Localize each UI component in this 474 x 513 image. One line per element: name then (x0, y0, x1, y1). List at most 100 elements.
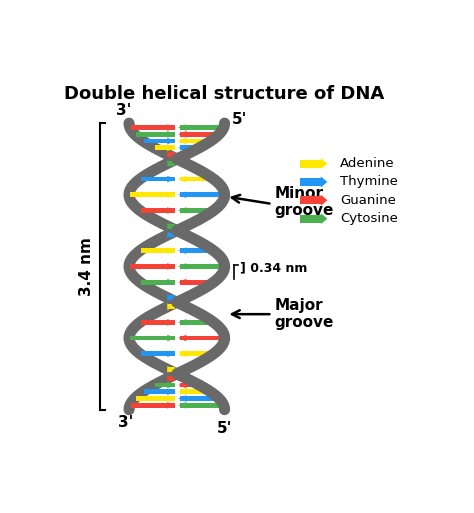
Bar (180, 264, 223, 269)
Bar (180, 161, 185, 166)
Polygon shape (167, 124, 175, 131)
Polygon shape (178, 176, 186, 183)
Polygon shape (178, 303, 186, 310)
Text: 3': 3' (116, 103, 131, 117)
Polygon shape (178, 395, 186, 402)
Polygon shape (167, 131, 175, 137)
Bar (131, 403, 174, 408)
Polygon shape (167, 176, 175, 183)
Polygon shape (167, 366, 175, 373)
Bar (155, 145, 174, 150)
Polygon shape (167, 279, 175, 285)
Polygon shape (178, 247, 186, 254)
Bar (180, 145, 198, 150)
Polygon shape (178, 388, 186, 395)
Bar (300, 178, 321, 186)
Bar (136, 396, 174, 401)
Bar (180, 403, 223, 408)
Bar (169, 376, 174, 381)
Text: ] 0.34 nm: ] 0.34 nm (240, 261, 308, 274)
Text: Minor
groove: Minor groove (274, 186, 334, 219)
Polygon shape (167, 319, 175, 326)
Polygon shape (178, 335, 186, 341)
Bar (180, 367, 185, 372)
Polygon shape (178, 223, 186, 229)
Bar (180, 351, 212, 356)
Text: Guanine: Guanine (340, 194, 396, 207)
Text: 3.4 nm: 3.4 nm (79, 237, 94, 296)
Text: Thymine: Thymine (340, 175, 398, 188)
Bar (141, 320, 174, 325)
Bar (130, 264, 174, 269)
Bar (180, 139, 210, 144)
Bar (180, 376, 185, 381)
Bar (180, 208, 212, 213)
Bar (141, 176, 174, 182)
Polygon shape (167, 207, 175, 214)
Polygon shape (321, 176, 328, 187)
Polygon shape (178, 319, 186, 326)
Polygon shape (178, 138, 186, 144)
Bar (180, 176, 212, 182)
Bar (180, 152, 185, 157)
Polygon shape (167, 382, 175, 388)
Text: 3': 3' (118, 415, 133, 430)
Polygon shape (178, 124, 186, 131)
Bar (180, 383, 198, 387)
Polygon shape (178, 207, 186, 214)
Bar (155, 383, 174, 387)
Text: Major
groove: Major groove (274, 298, 334, 330)
Polygon shape (167, 191, 175, 198)
Polygon shape (178, 145, 186, 151)
Bar (180, 320, 212, 325)
Polygon shape (167, 223, 175, 229)
Bar (169, 367, 174, 372)
Bar (180, 295, 185, 300)
Bar (180, 389, 210, 394)
Bar (144, 139, 174, 144)
Polygon shape (167, 402, 175, 408)
Text: Adenine: Adenine (340, 157, 395, 170)
Polygon shape (178, 366, 186, 373)
Polygon shape (178, 263, 186, 270)
Polygon shape (178, 232, 186, 239)
Bar (141, 248, 174, 253)
Polygon shape (178, 402, 186, 408)
Polygon shape (178, 160, 186, 167)
Bar (180, 224, 185, 229)
Polygon shape (178, 151, 186, 158)
Polygon shape (167, 303, 175, 310)
Polygon shape (321, 195, 328, 206)
Polygon shape (321, 158, 328, 169)
Polygon shape (167, 145, 175, 151)
Bar (180, 304, 185, 309)
Polygon shape (167, 388, 175, 395)
Bar (169, 161, 174, 166)
Polygon shape (167, 151, 175, 158)
Polygon shape (167, 375, 175, 382)
Bar (130, 336, 174, 341)
Bar (136, 132, 174, 136)
Bar (180, 192, 223, 197)
Polygon shape (178, 350, 186, 357)
Polygon shape (167, 138, 175, 144)
Polygon shape (178, 375, 186, 382)
Polygon shape (178, 279, 186, 285)
Polygon shape (167, 247, 175, 254)
Bar (144, 389, 174, 394)
Text: Cytosine: Cytosine (340, 212, 398, 225)
Polygon shape (167, 335, 175, 341)
Text: 5': 5' (217, 421, 232, 436)
Text: Double helical structure of DNA: Double helical structure of DNA (64, 85, 385, 103)
Bar (180, 132, 218, 136)
Polygon shape (167, 350, 175, 357)
Text: 5': 5' (232, 112, 247, 127)
Bar (180, 396, 218, 401)
Bar (141, 351, 174, 356)
Bar (141, 280, 174, 285)
Bar (180, 125, 223, 130)
Bar (180, 280, 212, 285)
Polygon shape (178, 191, 186, 198)
Polygon shape (167, 160, 175, 167)
Bar (169, 232, 174, 238)
